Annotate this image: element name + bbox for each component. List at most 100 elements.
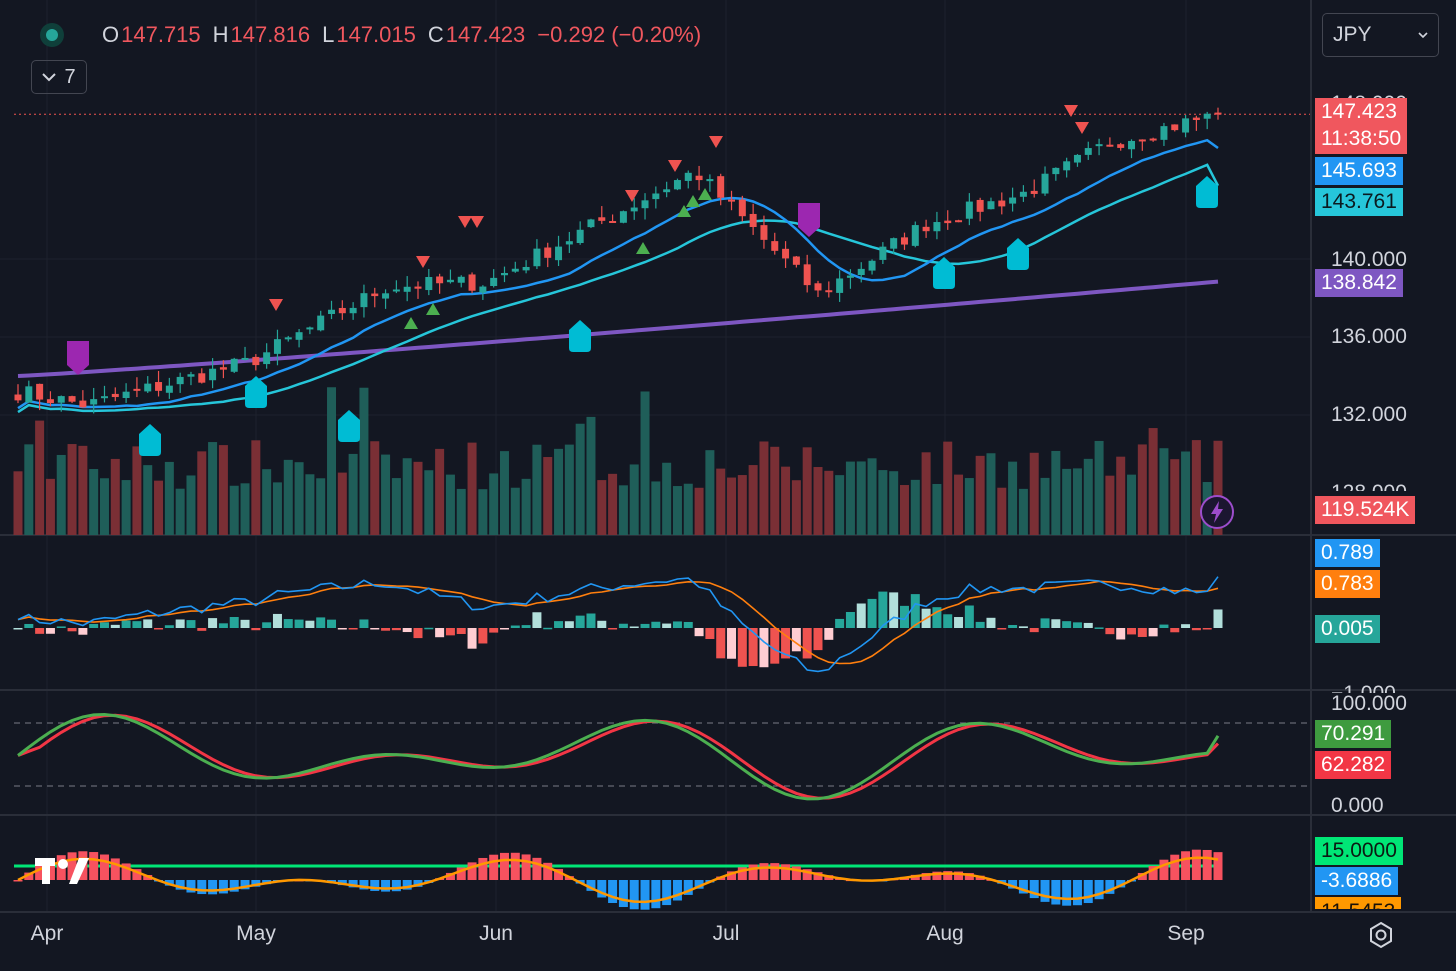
macd-histogram-bar — [554, 621, 564, 628]
ohlc-legend: O 147.715 H 147.816 L 147.015 C 147.423 −0.2… — [40, 20, 713, 50]
osc-histogram-bar — [24, 872, 34, 880]
macd-histogram-bar — [499, 628, 509, 630]
stoch-bottom-tick: 0.000 — [1331, 794, 1384, 817]
macd-histogram-bar — [964, 605, 974, 628]
macd-histogram-bar — [218, 623, 228, 628]
ma-mid-label: 143.761 — [1315, 188, 1403, 216]
candle-body — [187, 374, 195, 377]
osc-histogram-bar — [1213, 852, 1223, 880]
triangle-down-icon — [709, 136, 723, 148]
candle-body — [511, 268, 519, 272]
ma-mid-line — [17, 163, 1220, 414]
buy-marker-icon — [338, 410, 360, 442]
volume-bar — [964, 478, 974, 535]
settings-icon[interactable] — [1366, 920, 1396, 950]
osc-histogram-bar — [478, 857, 488, 880]
volume-bar — [1148, 428, 1158, 535]
volume-bar — [1072, 468, 1082, 535]
osc-histogram-bar — [89, 852, 99, 880]
macd-histogram-bar — [413, 628, 423, 639]
candle-body — [176, 376, 184, 385]
candle-body — [446, 279, 454, 283]
candle-body — [673, 180, 681, 190]
candle-body — [1063, 161, 1071, 171]
candle-body — [1041, 173, 1049, 194]
volume-bar — [45, 478, 55, 535]
osc-histogram-bar — [1062, 880, 1072, 906]
buy-marker-icon — [933, 257, 955, 289]
macd-histogram-bar — [110, 624, 120, 628]
candle-body — [533, 248, 541, 267]
osc-histogram-bar — [618, 880, 628, 908]
candle-body — [371, 293, 379, 297]
macd-histogram-bar — [402, 628, 412, 633]
stochastic-pane — [14, 712, 1310, 801]
candle-body — [230, 358, 238, 372]
status-dot-icon — [40, 23, 64, 47]
osc-histogram-bar — [802, 869, 812, 880]
candle-body — [868, 260, 876, 271]
volume-bar — [35, 420, 45, 535]
candle-body — [965, 201, 973, 219]
month-sep: Sep — [1167, 922, 1205, 945]
currency-select[interactable]: JPY — [1322, 13, 1439, 57]
volume-bar — [683, 483, 693, 535]
ma-slow-label: 138.842 — [1315, 269, 1403, 297]
macd-histogram-bar — [327, 619, 337, 628]
macd-histogram-bar — [683, 621, 693, 628]
macd-histogram-bar — [1094, 627, 1104, 629]
candle-body — [273, 339, 281, 354]
volume-bar — [727, 477, 737, 535]
volume-bar — [1181, 451, 1191, 535]
osc-histogram-bar — [1040, 880, 1050, 902]
macd-histogram-bar — [716, 628, 726, 659]
close-value: 147.423 — [445, 22, 526, 47]
osc-histogram-bar — [229, 880, 239, 892]
volume-bar — [1159, 448, 1169, 535]
candle-body — [1138, 139, 1146, 142]
macd-histogram-bar — [975, 621, 985, 628]
osc-histogram-bar — [543, 862, 553, 880]
volume-bar — [78, 445, 88, 535]
macd-histogram-bar — [1213, 609, 1223, 628]
candle-body — [1030, 190, 1038, 194]
candle-body — [1106, 144, 1114, 147]
osc-histogram-bar — [1018, 880, 1028, 894]
volume-bar — [262, 469, 272, 535]
macd-histogram-bar — [45, 628, 55, 634]
osc-histogram-bar — [727, 871, 737, 880]
volume-bar — [532, 444, 542, 535]
volume-bar — [391, 478, 401, 535]
candle-body — [436, 276, 444, 284]
candle-body — [609, 221, 617, 224]
candle-body — [68, 396, 76, 402]
volume-bar — [110, 458, 120, 535]
volume-bar — [24, 444, 34, 535]
candle-body — [814, 283, 822, 291]
macd-histogram-bar — [1083, 622, 1093, 628]
volume-bar — [791, 480, 801, 535]
macd-histogram-bar — [13, 628, 23, 630]
volume-bar — [597, 480, 607, 535]
macd-histogram-bar — [132, 621, 142, 628]
volume-bar — [1094, 440, 1104, 535]
macd-histogram-bar — [359, 619, 369, 628]
osc-histogram-bar — [1148, 865, 1158, 880]
candle-body — [695, 175, 703, 181]
osc-histogram-bar — [921, 873, 931, 880]
macd-histogram-bar — [618, 623, 628, 628]
sell-marker-icon — [798, 203, 820, 237]
macd-histogram-bar — [35, 628, 45, 634]
candle-body — [1073, 154, 1081, 163]
candle-body — [100, 396, 108, 399]
volume-bar — [608, 473, 618, 535]
low-value: 147.015 — [336, 22, 416, 47]
volume-bar — [921, 452, 931, 535]
volume-bar — [586, 416, 596, 535]
lightning-icon[interactable] — [1199, 494, 1235, 530]
osc-third-label: 11.5453 — [1315, 897, 1402, 909]
collapse-indicators-button[interactable]: 7 — [31, 60, 87, 94]
volume-bars — [13, 387, 1223, 535]
candle-body — [500, 273, 508, 276]
